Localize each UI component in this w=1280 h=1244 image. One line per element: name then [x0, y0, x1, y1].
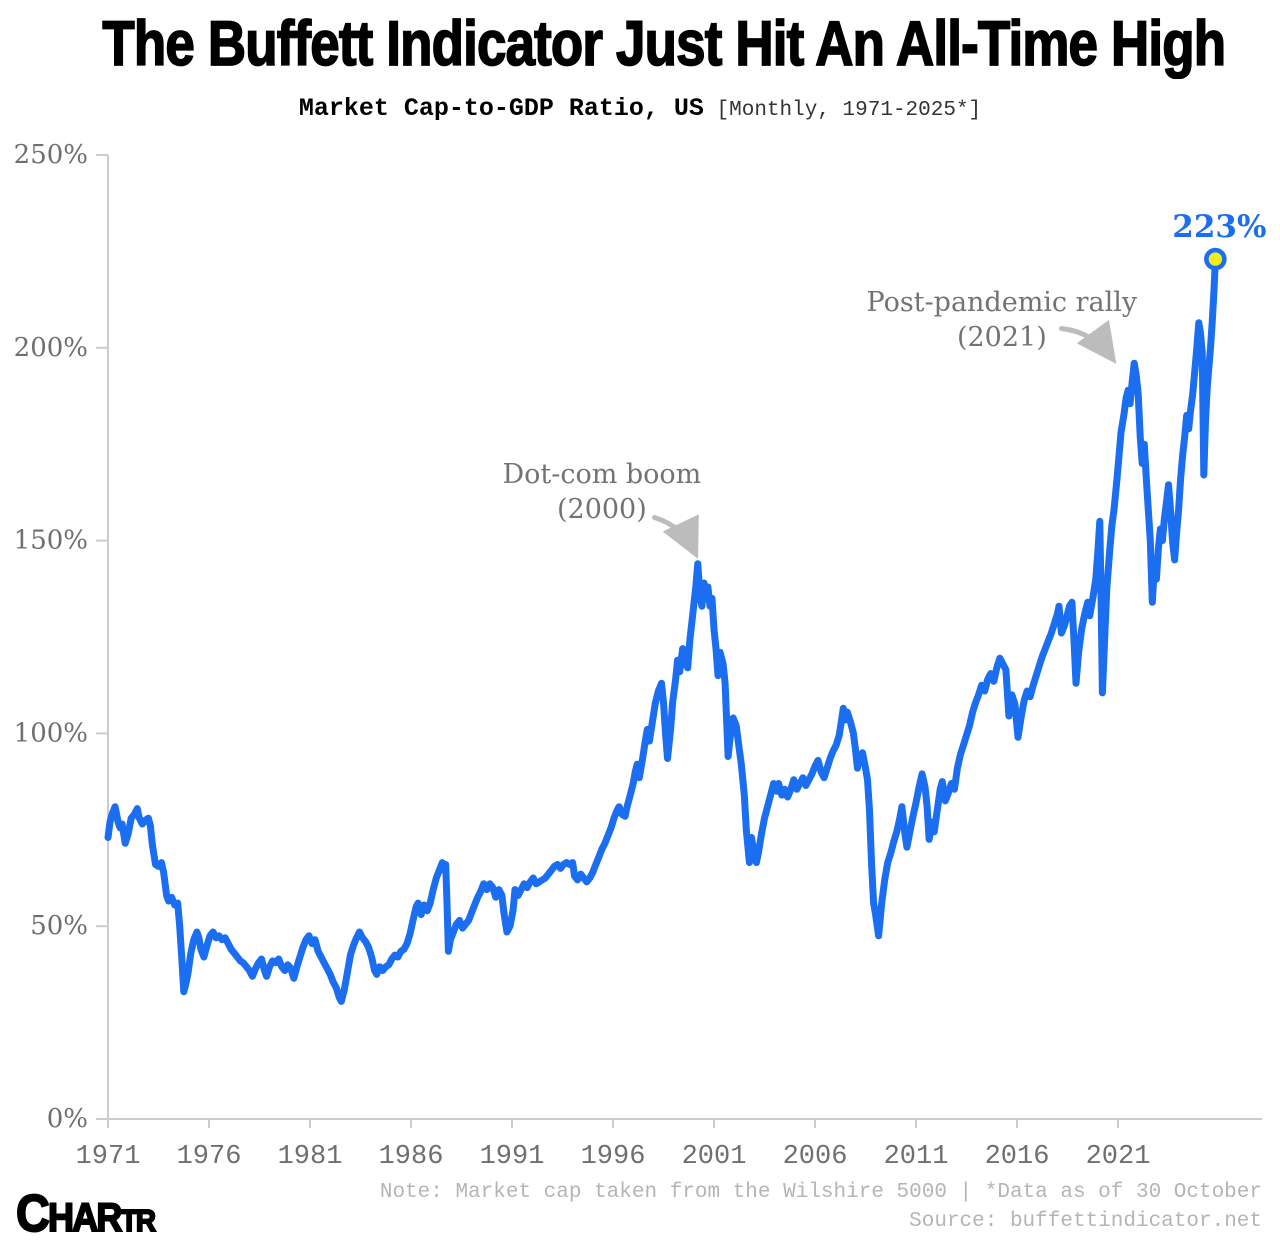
end-point-label: 223% — [1172, 209, 1266, 245]
footer-note: Note: Market cap taken from the Wilshire… — [379, 1181, 1262, 1204]
page-title: The Buffett Indicator Just Hit An All-Ti… — [102, 8, 1227, 80]
logo-part-3: TR — [120, 1202, 157, 1239]
footer-source: Source: buffettindicator.net — [909, 1210, 1262, 1233]
data-line — [104, 255, 1219, 1005]
y-tick-label: 250% — [14, 140, 88, 170]
x-tick-label: 2006 — [783, 1142, 848, 1172]
annotation-text: Post-pandemic rally — [867, 287, 1138, 318]
brand-logo: C HAR TR — [15, 1184, 157, 1244]
x-tick-label: 2016 — [985, 1142, 1050, 1172]
annotation-arrow — [1058, 319, 1117, 364]
end-point-dot — [1208, 252, 1223, 266]
x-tick-label: 1996 — [581, 1142, 646, 1172]
x-tick-label: 1976 — [177, 1142, 242, 1172]
x-tick-label: 1981 — [278, 1142, 343, 1172]
x-tick-label: 2021 — [1086, 1142, 1151, 1172]
logo-part-2: HAR — [47, 1195, 123, 1241]
logo-part-1: C — [15, 1184, 51, 1244]
subtitle-period: [Monthly, 1971-2025*] — [716, 99, 982, 122]
x-tick-label: 1991 — [480, 1142, 545, 1172]
annotation-text: Dot-com boom — [502, 459, 701, 490]
chart-footer: Note: Market cap taken from the Wilshire… — [380, 1178, 1262, 1236]
y-tick-label: 150% — [14, 526, 88, 556]
y-tick-label: 50% — [30, 911, 88, 941]
y-tick-label: 0% — [47, 1104, 88, 1134]
x-tick-label: 2001 — [682, 1142, 747, 1172]
annotation-arrow — [651, 514, 699, 559]
x-tick-label: 1986 — [379, 1142, 444, 1172]
x-tick-label: 2011 — [884, 1142, 949, 1172]
chart-subtitle: Market Cap-to-GDP Ratio, US [Monthly, 19… — [0, 94, 1280, 123]
y-tick-label: 200% — [14, 333, 88, 363]
y-tick-label: 100% — [14, 718, 88, 748]
annotation-text: (2000) — [557, 494, 647, 525]
subtitle-main: Market Cap-to-GDP Ratio, US — [298, 94, 704, 123]
annotation-text: (2021) — [957, 322, 1047, 353]
x-tick-label: 1971 — [76, 1142, 141, 1172]
